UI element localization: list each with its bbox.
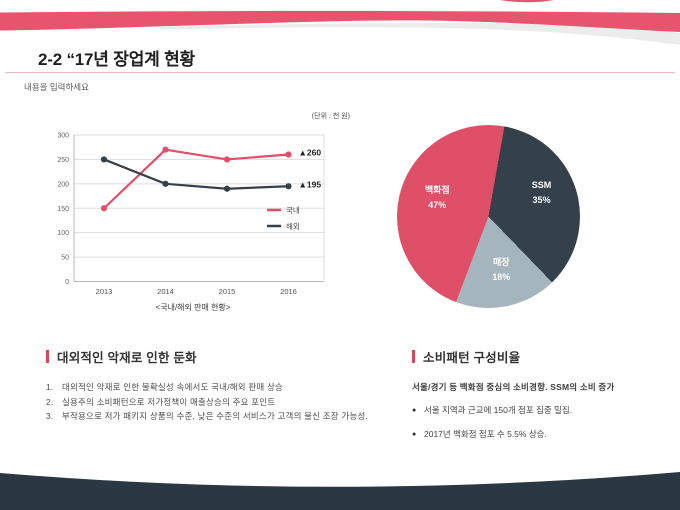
line-chart-caption: <국내/해외 판매 현황> [155,303,231,312]
content-placeholder-text[interactable]: 내용을 입력하세요 [24,82,89,92]
line-chart-object[interactable]: (단위 : 천 원) 0 50 100 150 200 250 300 2013 2014 201… [45,110,350,322]
svg-text:200: 200 [57,181,69,188]
svg-text:▲195: ▲195 [299,179,322,189]
bullet-icon: ● [412,431,417,438]
title-divider [5,72,675,73]
svg-text:100: 100 [57,230,69,237]
pie-label-ssm: SSM 35% [531,179,552,205]
numbered-list: 1. 대외적인 악재로 인한 불확실성 속에서도 국내/해외 판매 상승 2. … [46,380,378,424]
section-heading-row: 대외적인 악재로 인한 둔화 [46,347,378,366]
top-banner-decoration [0,0,680,45]
list-item: 1. 대외적인 악재로 인한 불확실성 속에서도 국내/해외 판매 상승 [46,382,283,392]
svg-text:300: 300 [57,133,69,140]
line-chart-svg: 0 50 100 150 200 250 300 2013 2014 2015 2016 ▲260 ▲1… [57,133,325,296]
svg-text:250: 250 [57,157,69,164]
svg-text:2014: 2014 [157,287,174,296]
svg-text:▲260: ▲260 [299,148,322,158]
text-section-consumption-pattern[interactable]: 소비패턴 구성비율 서울/경기 등 백화점 중심의 소비경향. SSM의 소비 … [412,347,670,441]
section-heading: 대외적인 악재로 인한 둔화 [57,351,197,365]
page-title: 2-2 “17년 장업계 현황 [38,50,195,69]
heading-accent-bar [46,350,49,363]
svg-text:50: 50 [61,255,69,262]
pie-chart [397,125,580,308]
svg-text:0: 0 [65,279,69,286]
list-item: 2. 실용주의 소비패턴으로 저가정책이 매출상승의 주요 포인트 [46,396,276,407]
svg-text:국내: 국내 [286,206,300,215]
pie-label-department-store: 백화점 47% [424,185,450,211]
svg-text:150: 150 [57,206,69,213]
section-heading: 소비패턴 구성비율 [423,351,521,365]
list-item: 3. 부작용으로 저가 패키지 상품의 수준, 낮은 수준의 서비스가 고객의 … [46,411,368,421]
svg-text:2016: 2016 [280,287,297,296]
svg-text:2013: 2013 [96,287,113,296]
pie-chart-object[interactable]: SSM 35% 매장 18% 백화점 47% [397,125,580,308]
heading-accent-bar [412,350,415,363]
bottom-banner-decoration [0,472,680,510]
section-heading-row: 소비패턴 구성비율 [412,347,670,366]
bullet-item: ● 2017년 백화점 점포 수 5.5% 상승. [412,429,547,439]
pie-label-store: 매장 18% [492,256,511,282]
section-lead-text: 서울/경기 등 백화점 중심의 소비경향. SSM의 소비 증가 [412,382,615,392]
bullet-icon: ● [412,407,417,414]
chart-unit-label: (단위 : 천 원) [311,113,350,120]
svg-text:2015: 2015 [219,287,236,296]
svg-text:해외: 해외 [286,221,300,231]
text-section-external-risks[interactable]: 대외적인 악재로 인한 둔화 1. 대외적인 악재로 인한 불확실성 속에서도 … [46,347,378,424]
bullet-item: ● 서울 지역과 근교에 150개 점포 집중 밀집. [412,405,573,415]
